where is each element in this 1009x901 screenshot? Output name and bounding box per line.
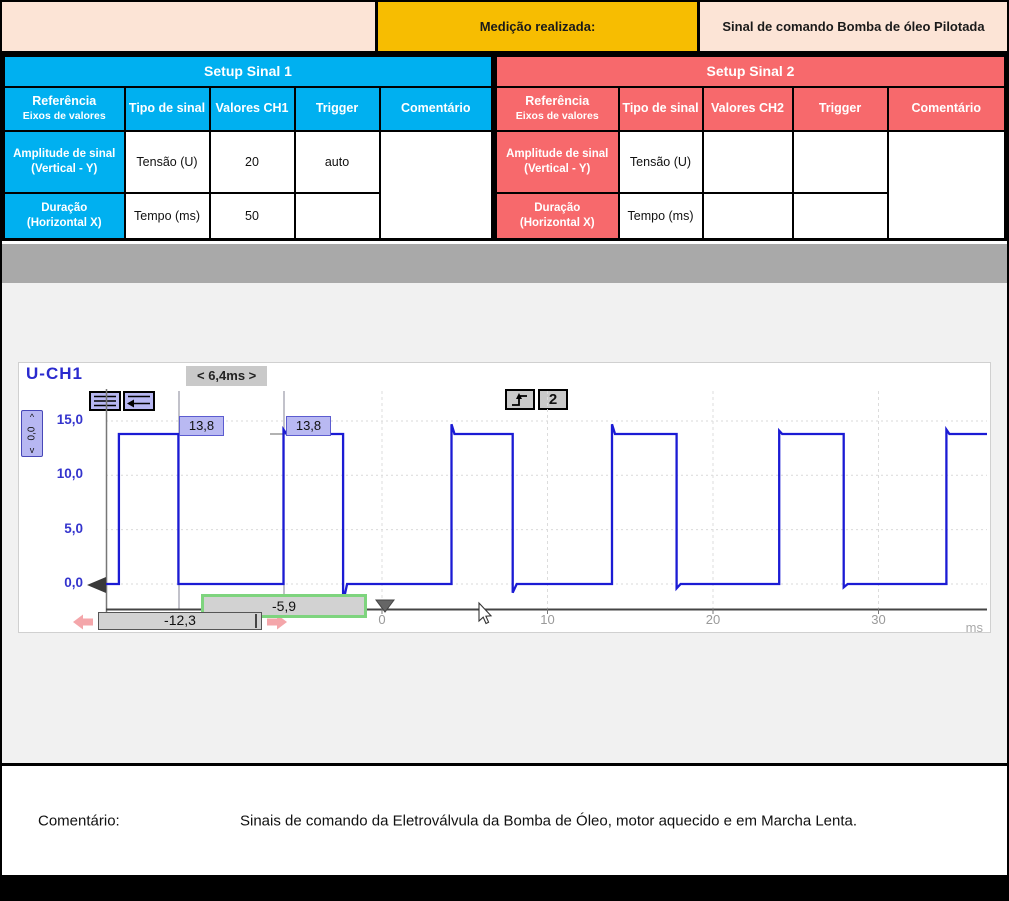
setup1-col-tipo: Tipo de sinal	[123, 85, 211, 132]
report-header-row: Medição realizada: Sinal de comando Bomb…	[2, 2, 1007, 54]
measurement-label: Medição realizada:	[378, 2, 700, 51]
setup2-amplitude-line2: (Vertical - Y)	[524, 163, 591, 176]
setup1-amplitude-valor[interactable]: 20	[208, 129, 296, 195]
setup2-amplitude-tipo[interactable]: Tensão (U)	[617, 129, 704, 195]
setup2-col-referencia-line1: Referência	[525, 94, 590, 109]
arrow-left-lines-icon	[127, 395, 150, 408]
scope-pan-left-button[interactable]	[123, 391, 155, 411]
setup2-col-tipo: Tipo de sinal	[617, 85, 704, 132]
y-tick-label: 10,0	[56, 466, 83, 482]
setup-signal-1-table: Setup Sinal 1 Referência Eixos de valore…	[2, 54, 494, 241]
scroll-left-arrow-icon[interactable]	[73, 614, 93, 630]
setup1-col-valores: Valores CH1	[208, 85, 296, 132]
setup1-duracao-line2: (Horizontal X)	[26, 217, 102, 230]
setup1-row-amplitude: Amplitude de sinal (Vertical - Y)	[2, 129, 126, 195]
cursor-1-time-box[interactable]: -12,3	[98, 612, 262, 630]
cursor-1-value-chip: 13,8	[179, 416, 224, 436]
setup1-col-referencia-line2: Eixos de valores	[22, 110, 106, 123]
setup1-amplitude-tipo[interactable]: Tensão (U)	[123, 129, 211, 195]
horizontal-lines-icon	[94, 395, 116, 407]
setup1-amplitude-trigger[interactable]: auto	[293, 129, 381, 195]
setup1-duracao-valor[interactable]: 50	[208, 192, 296, 241]
setup2-amplitude-valor[interactable]	[701, 129, 794, 195]
setup1-col-referencia-line1: Referência	[32, 94, 97, 109]
spinner-up-icon[interactable]: ^	[29, 412, 35, 422]
y-tick-label: 0,0	[64, 575, 83, 590]
setup2-amplitude-line1: Amplitude de sinal	[506, 148, 609, 161]
setup1-comentario-cell[interactable]	[378, 129, 494, 241]
setup2-col-valores: Valores CH2	[701, 85, 794, 132]
comment-section: Comentário: Sinais de comando da Eletrov…	[2, 763, 1007, 875]
setup1-duracao-trigger[interactable]	[293, 192, 381, 241]
vertical-offset-spinner[interactable]: ^ 0,0 v	[21, 410, 43, 457]
x-axis-ticks	[381, 609, 879, 614]
comment-text[interactable]: Sinais de comando da Eletroválvula da Bo…	[240, 812, 858, 829]
setup1-col-referencia: Referência Eixos de valores	[2, 85, 126, 132]
scope-screenshot-band: U-CH1 < 6,4ms >	[2, 283, 1007, 763]
trigger-position-marker-icon[interactable]	[375, 599, 395, 613]
setup2-duracao-valor[interactable]	[701, 192, 794, 241]
setup1-duracao-line1: Duração	[41, 202, 88, 215]
mouse-cursor-icon	[478, 601, 493, 625]
setup2-amplitude-trigger[interactable]	[791, 129, 889, 195]
trigger-settings-chip[interactable]: 2	[505, 389, 568, 410]
setup1-title: Setup Sinal 1	[2, 54, 494, 88]
setup1-col-trigger: Trigger	[293, 85, 381, 132]
x-tick-label: 10	[540, 612, 555, 627]
cursor-delta-time-chip: < 6,4ms >	[186, 366, 268, 386]
oscilloscope-screenshot: U-CH1 < 6,4ms >	[18, 362, 991, 635]
scroll-right-arrow-icon[interactable]	[267, 614, 287, 630]
x-tick-label: 20	[705, 612, 721, 627]
setup2-comentario-cell[interactable]	[886, 129, 1007, 241]
scope-menu-lines-button[interactable]	[89, 391, 121, 411]
setup2-duracao-line1: Duração	[534, 202, 581, 215]
setup2-duracao-line2: (Horizontal X)	[519, 217, 595, 230]
setup2-row-duracao: Duração (Horizontal X)	[494, 192, 620, 241]
setup2-col-referencia: Referência Eixos de valores	[494, 85, 620, 132]
y-tick-label: 5,0	[64, 520, 83, 536]
setup2-col-comentario: Comentário	[886, 85, 1007, 132]
measurement-title: Sinal de comando Bomba de óleo Pilotada	[700, 2, 1007, 51]
scope-channel-label: U-CH1	[26, 364, 83, 383]
cursor-2-value-chip: 13,8	[286, 416, 331, 436]
setup1-amplitude-line2: (Vertical - Y)	[31, 163, 98, 176]
trigger-channel-number: 2	[538, 389, 568, 410]
setup-signal-2-table: Setup Sinal 2 Referência Eixos de valore…	[494, 54, 1007, 241]
x-axis-unit-label: ms	[965, 620, 983, 635]
comment-label: Comentário:	[38, 812, 120, 829]
trigger-rising-edge-icon	[505, 389, 535, 410]
spinner-down-icon[interactable]: v	[29, 445, 35, 455]
x-tick-label: 0	[378, 612, 386, 627]
x-tick-label: 30	[871, 612, 886, 627]
setup2-row-amplitude: Amplitude de sinal (Vertical - Y)	[494, 129, 620, 195]
setup1-col-comentario: Comentário	[378, 85, 494, 132]
plot-grid	[106, 391, 987, 609]
setup2-title: Setup Sinal 2	[494, 54, 1007, 88]
setup2-col-referencia-line2: Eixos de valores	[515, 110, 599, 123]
setup2-duracao-tipo[interactable]: Tempo (ms)	[617, 192, 704, 241]
setup2-col-trigger: Trigger	[791, 85, 889, 132]
setup-tables: Setup Sinal 1 Referência Eixos de valore…	[2, 54, 1007, 244]
ground-level-marker-icon[interactable]	[87, 577, 106, 593]
setup1-amplitude-line1: Amplitude de sinal	[13, 148, 116, 161]
ch1-waveform-trace	[106, 423, 987, 603]
scope-plot	[73, 389, 987, 630]
y-tick-label: 15,0	[56, 411, 83, 427]
header-blank-cell	[2, 2, 378, 51]
bottom-black-bar	[2, 875, 1007, 899]
setup1-duracao-tipo[interactable]: Tempo (ms)	[123, 192, 211, 241]
setup2-duracao-trigger[interactable]	[791, 192, 889, 241]
separator-bar	[2, 244, 1007, 283]
setup1-row-duracao: Duração (Horizontal X)	[2, 192, 126, 241]
